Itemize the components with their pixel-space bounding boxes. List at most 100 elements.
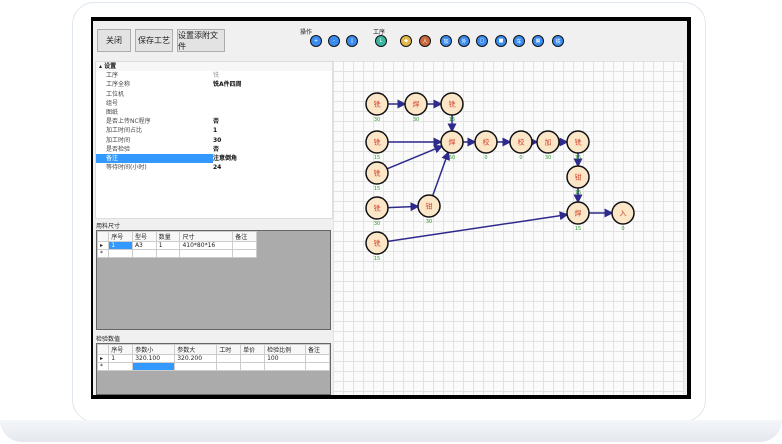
flow-node[interactable]: 焊 60 (440, 130, 464, 161)
column-header[interactable]: 数量 (155, 231, 181, 242)
flow-node[interactable]: 铣 15 (365, 231, 389, 262)
proc-cut-icon[interactable]: 车 (513, 35, 525, 47)
proc-L-icon[interactable]: L (375, 35, 387, 47)
proc-box-icon[interactable]: □ (476, 35, 488, 47)
proc-grid-icon[interactable]: ▦ (532, 35, 544, 47)
property-row[interactable]: 是否检验 否 (96, 145, 332, 154)
flow-node[interactable]: 入0 (611, 201, 635, 232)
minus-icon[interactable]: - (328, 35, 340, 47)
flow-node[interactable]: 铣 15 (365, 130, 389, 161)
column-header[interactable]: 序号 (108, 344, 134, 355)
property-row[interactable]: 加工时间 30 (96, 136, 332, 145)
flow-edge[interactable] (387, 202, 420, 212)
table-cell[interactable]: 100 (264, 354, 306, 363)
table-cell[interactable] (232, 241, 257, 250)
table-row[interactable]: ▸ 1 320.100 320.200 100 (96, 354, 331, 363)
property-row[interactable]: 等待时间(小时) 24 (96, 163, 332, 172)
column-header[interactable] (96, 231, 110, 242)
flow-edge[interactable] (387, 211, 569, 243)
table-cell[interactable] (131, 249, 157, 258)
column-header[interactable]: 检验比例 (264, 344, 306, 355)
column-header[interactable]: 备注 (232, 231, 257, 242)
table-cell[interactable] (216, 362, 242, 371)
property-value[interactable] (213, 108, 332, 117)
table-row[interactable]: ▸ 1 A3 1 410*80*16 (96, 241, 257, 250)
proc-gold-icon[interactable]: ◆ (400, 35, 412, 47)
column-header[interactable] (96, 344, 110, 355)
property-row[interactable]: 图纸 (96, 108, 332, 117)
section-header[interactable]: ▴ 设置 (99, 63, 117, 70)
table-cell[interactable] (304, 354, 331, 363)
close-button[interactable]: 关闭 (97, 29, 131, 52)
table-cell[interactable]: 410*80*16 (179, 241, 234, 250)
column-header[interactable]: 参数大 (174, 344, 218, 355)
column-header[interactable]: 单价 (240, 344, 266, 355)
table-cell[interactable]: 1 (155, 241, 181, 250)
flow-node[interactable]: 钳 30 (417, 194, 441, 225)
table-cell[interactable]: 1 (108, 241, 133, 250)
column-header[interactable]: 尺寸 (179, 231, 234, 242)
property-value[interactable]: 铣 (213, 72, 220, 80)
property-row[interactable]: 是否上传NC程序 否 (96, 117, 332, 126)
flow-node[interactable]: 校0 (509, 130, 533, 161)
proc-mill-icon[interactable]: 铣 (552, 35, 564, 47)
table-cell[interactable] (108, 249, 133, 258)
property-value[interactable]: 注意倒角 (213, 154, 238, 162)
property-row[interactable]: 工序全称 铣A件四周 (96, 80, 332, 89)
table-cell[interactable]: * (96, 249, 110, 258)
table-cell[interactable] (240, 362, 266, 371)
table-cell[interactable] (304, 362, 331, 371)
column-header[interactable]: 型号 (131, 231, 157, 242)
table-cell[interactable]: A3 (131, 241, 157, 250)
property-value[interactable] (213, 90, 332, 99)
table-cell[interactable] (232, 249, 257, 258)
proc-up-icon[interactable]: 人 (419, 35, 431, 47)
save-process-button[interactable]: 保存工艺 (135, 29, 173, 52)
table-cell[interactable] (216, 354, 242, 363)
attach-file-button[interactable]: 设置添附文件 (177, 29, 225, 52)
column-header[interactable]: 工时 (216, 344, 242, 355)
column-header[interactable]: 序号 (108, 231, 133, 242)
flow-edge[interactable] (432, 150, 450, 196)
property-row[interactable]: 加工时间占比 1 (96, 126, 332, 135)
property-value[interactable]: 铣A件四周 (213, 81, 242, 89)
table-cell[interactable]: 320.200 (174, 354, 218, 363)
flow-node[interactable]: 铣 15 (365, 161, 389, 192)
proc-outsource-icon[interactable]: 外 (458, 35, 470, 47)
property-value[interactable]: 30 (213, 136, 222, 144)
plus-icon[interactable]: + (310, 35, 322, 47)
property-value[interactable]: 1 (213, 127, 218, 135)
process-flow-canvas[interactable]: 铣 30 焊 30 铣 15 铣 15 焊 60 校 0 校 0 加 30 铣 15 铣 15 铣 30 钳 30 钳 15 焊 15… (333, 61, 684, 395)
property-row[interactable]: 工序 铣 (96, 71, 332, 80)
flow-node[interactable]: 铣 15 (566, 130, 590, 161)
property-value[interactable]: 否 (213, 118, 220, 126)
table-cell[interactable]: ▸ (96, 354, 110, 363)
property-row[interactable]: 工位机 (96, 90, 332, 99)
table-cell[interactable] (179, 249, 234, 258)
table-row[interactable]: * (96, 249, 257, 258)
property-row[interactable]: 备注 注意倒角 (96, 153, 332, 164)
property-row[interactable]: 组号 (96, 99, 332, 108)
flow-node[interactable]: 铣 30 (365, 196, 389, 227)
proc-screen-icon[interactable]: ■ (495, 35, 507, 47)
flow-node[interactable]: 焊 30 (404, 92, 428, 123)
clipboard-icon[interactable]: ▯ (346, 35, 358, 47)
table-cell[interactable]: 320.100 (132, 354, 176, 363)
table-cell[interactable] (174, 362, 218, 371)
proc-add-icon[interactable]: 加 (440, 35, 452, 47)
table-cell[interactable] (264, 362, 306, 371)
flow-node[interactable]: 焊 15 (566, 201, 590, 232)
flow-edge[interactable] (386, 144, 444, 170)
table-cell[interactable] (132, 362, 176, 371)
flow-node[interactable]: 钳 15 (566, 165, 590, 196)
table-cell[interactable]: 1 (108, 354, 134, 363)
property-value[interactable]: 24 (213, 164, 222, 172)
column-header[interactable]: 参数小 (132, 344, 176, 355)
flow-node[interactable]: 铣 15 (440, 92, 464, 123)
flow-node[interactable]: 校0 (474, 130, 498, 161)
table-cell[interactable]: * (96, 362, 110, 371)
property-value[interactable] (213, 99, 332, 108)
table-row[interactable]: * (96, 362, 331, 371)
flow-node[interactable]: 铣 30 (365, 92, 389, 123)
property-value[interactable]: 否 (213, 145, 220, 153)
